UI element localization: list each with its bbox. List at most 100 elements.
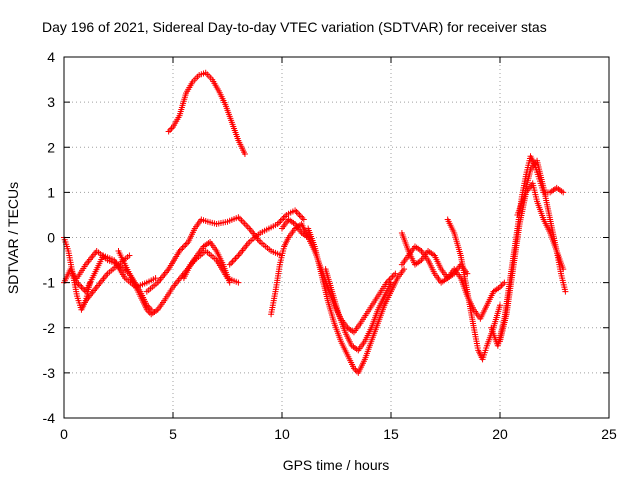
data-point bbox=[126, 270, 133, 277]
data-point bbox=[494, 342, 501, 349]
data-point bbox=[497, 302, 503, 309]
data-point bbox=[520, 193, 527, 200]
y-tick-label: 2 bbox=[47, 139, 55, 155]
data-point bbox=[285, 216, 292, 223]
x-tick-label: 20 bbox=[492, 426, 508, 442]
data-point bbox=[540, 184, 547, 191]
data-point bbox=[69, 270, 76, 277]
y-tick-label: 1 bbox=[47, 184, 55, 200]
data-point bbox=[165, 128, 172, 135]
data-point bbox=[241, 151, 248, 158]
data-point bbox=[405, 252, 412, 259]
data-point bbox=[438, 279, 445, 286]
data-points bbox=[61, 69, 569, 376]
data-point bbox=[204, 218, 211, 225]
data-point bbox=[344, 324, 351, 331]
data-point bbox=[196, 72, 203, 79]
y-tick-label: -3 bbox=[43, 365, 56, 381]
data-point bbox=[170, 284, 176, 291]
data-point bbox=[348, 342, 355, 349]
data-point bbox=[78, 306, 85, 313]
data-point bbox=[381, 293, 388, 300]
data-point bbox=[553, 248, 560, 255]
data-point bbox=[355, 347, 362, 354]
data-point bbox=[350, 365, 357, 372]
data-point bbox=[189, 78, 196, 85]
data-point bbox=[104, 270, 111, 277]
data-point bbox=[401, 266, 408, 273]
data-point bbox=[425, 257, 432, 264]
data-point bbox=[329, 288, 336, 295]
data-point bbox=[418, 248, 425, 255]
data-point bbox=[115, 248, 122, 255]
data-point bbox=[374, 306, 381, 313]
x-axis-label: GPS time / hours bbox=[283, 457, 390, 473]
data-point bbox=[220, 261, 227, 268]
data-point bbox=[74, 293, 81, 300]
data-point bbox=[274, 220, 281, 227]
data-point bbox=[65, 248, 72, 255]
y-tick-label: 3 bbox=[47, 94, 55, 110]
data-point bbox=[176, 112, 183, 119]
data-point bbox=[350, 329, 357, 336]
x-tick-label: 15 bbox=[383, 426, 399, 442]
data-point bbox=[457, 275, 464, 282]
data-point bbox=[553, 184, 560, 191]
series-arc-15 bbox=[400, 244, 506, 320]
data-point bbox=[331, 320, 338, 327]
data-point bbox=[483, 302, 490, 309]
data-point bbox=[464, 270, 471, 277]
data-point bbox=[193, 252, 200, 259]
data-point bbox=[235, 214, 242, 221]
data-point bbox=[431, 270, 438, 277]
data-point bbox=[82, 261, 89, 268]
data-point bbox=[235, 252, 242, 259]
data-point bbox=[91, 270, 98, 277]
data-point bbox=[368, 338, 375, 345]
data-point bbox=[335, 311, 342, 318]
data-point bbox=[444, 275, 451, 282]
data-point bbox=[477, 315, 484, 322]
series-arc-19 bbox=[515, 159, 568, 293]
data-point bbox=[226, 279, 233, 286]
x-tick-label: 5 bbox=[169, 426, 177, 442]
data-point bbox=[516, 220, 523, 227]
data-point bbox=[165, 266, 172, 273]
data-point bbox=[213, 248, 220, 255]
data-point bbox=[279, 225, 285, 232]
data-point bbox=[213, 220, 220, 227]
data-point bbox=[562, 288, 569, 295]
data-point bbox=[93, 248, 100, 255]
data-point bbox=[161, 297, 168, 304]
data-point bbox=[318, 270, 325, 277]
data-point bbox=[183, 90, 190, 97]
data-point bbox=[180, 275, 187, 282]
data-point bbox=[311, 243, 318, 250]
data-point bbox=[388, 279, 394, 286]
data-point bbox=[224, 218, 231, 225]
y-axis-label: SDTVAR / TECUs bbox=[5, 182, 21, 294]
chart-title: Day 196 of 2021, Sidereal Day-to-day VTE… bbox=[42, 19, 547, 35]
data-point bbox=[298, 220, 305, 227]
x-tick-label: 0 bbox=[60, 426, 68, 442]
data-point bbox=[87, 279, 94, 286]
data-point bbox=[337, 338, 344, 345]
y-tick-label: -4 bbox=[43, 410, 56, 426]
data-point bbox=[444, 216, 451, 223]
data-point bbox=[207, 239, 214, 246]
data-point bbox=[534, 198, 541, 205]
data-point bbox=[470, 324, 477, 331]
data-point bbox=[470, 306, 477, 313]
data-point bbox=[451, 229, 458, 236]
data-point bbox=[191, 225, 198, 232]
data-point bbox=[497, 284, 503, 291]
data-point bbox=[451, 266, 458, 273]
data-point bbox=[104, 257, 111, 264]
x-tick-label: 25 bbox=[601, 426, 617, 442]
data-point bbox=[355, 369, 362, 376]
series-arc-16 bbox=[445, 218, 503, 361]
data-point bbox=[411, 243, 418, 250]
data-point bbox=[418, 257, 425, 264]
y-tick-label: 4 bbox=[47, 49, 55, 65]
